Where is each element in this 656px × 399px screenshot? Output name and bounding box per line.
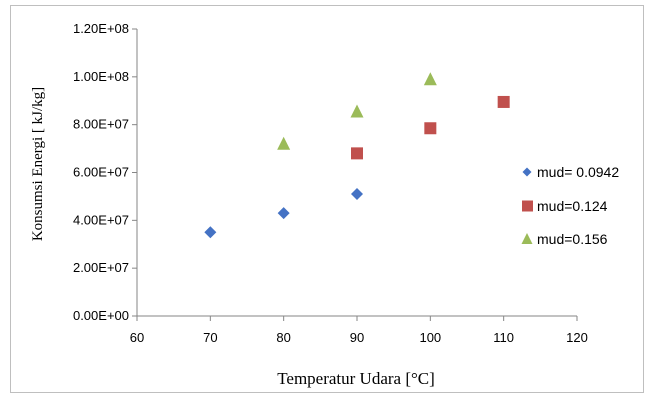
x-tick-label: 120 (566, 330, 588, 345)
y-tick-label: 8.00E+07 (73, 117, 129, 132)
data-point (277, 136, 291, 150)
data-point (204, 226, 217, 239)
y-tick-label: 2.00E+07 (73, 260, 129, 275)
data-point (423, 72, 437, 86)
legend-entry: mud= 0.0942 (537, 164, 619, 180)
x-tick-label: 110 (493, 330, 514, 345)
x-tick-label: 60 (130, 330, 144, 345)
legend-marker (522, 200, 533, 212)
y-axis-title: Konsumsi Energi [ kJ/kg] (30, 87, 46, 241)
legend-entry: mud=0.124 (537, 198, 608, 214)
x-tick-label: 90 (350, 330, 364, 345)
legend-entry: mud=0.156 (537, 231, 608, 247)
data-point (497, 95, 510, 108)
y-tick-label: 6.00E+07 (73, 165, 129, 180)
scatter-chart: 0.00E+00 2.00E+07 4.00E+07 6.00E+07 8.00E+07… (30, 21, 619, 388)
y-tick-label: 1.20E+08 (73, 21, 129, 36)
data-point (277, 207, 290, 220)
y-tick-label: 1.00E+08 (73, 69, 129, 84)
y-tick-label: 0.00E+00 (73, 308, 129, 323)
x-axis-title: Temperatur Udara [°C] (277, 369, 435, 388)
data-point (350, 104, 364, 118)
axes (136, 29, 577, 317)
data-point (424, 122, 437, 135)
legend-marker (521, 233, 533, 244)
legend: mud= 0.0942 mud=0.124 mud=0.156 (521, 164, 619, 247)
legend-marker (522, 167, 532, 177)
chart-frame: 0.00E+00 2.00E+07 4.00E+07 6.00E+07 8.00E+07… (10, 5, 644, 393)
x-tick-label: 70 (203, 330, 217, 345)
y-ticks: 0.00E+00 2.00E+07 4.00E+07 6.00E+07 8.00E+07… (73, 21, 137, 323)
data-point (351, 188, 363, 201)
x-tick-label: 100 (419, 330, 441, 345)
x-tick-label: 80 (276, 330, 290, 345)
y-tick-label: 4.00E+07 (73, 212, 129, 227)
x-ticks: 60 70 80 90 100 110 120 (130, 316, 588, 345)
data-point (351, 147, 363, 160)
data-points (204, 72, 510, 239)
